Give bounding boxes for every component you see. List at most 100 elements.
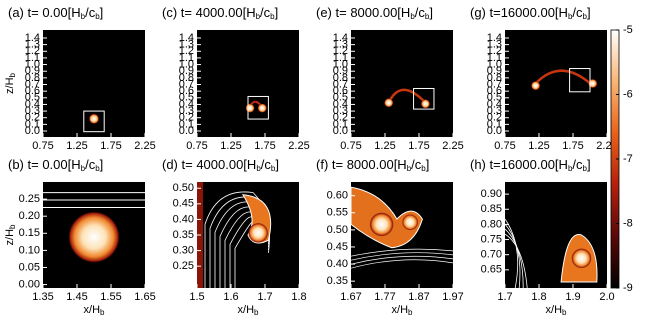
x-tick-label: 0.75 (32, 140, 53, 152)
subscript: b (408, 308, 413, 317)
subscript: b (8, 72, 17, 77)
text-part: ] (275, 5, 279, 20)
y-axis-label: z/Hb (4, 224, 17, 246)
text-part: z/H (4, 77, 16, 94)
y-tick-label: 0.3 (487, 105, 502, 117)
y-tick-label: 0.40 (327, 258, 348, 270)
text-part: ] (429, 5, 433, 20)
panel-title: (g) t=16000.00[Hb/cb] (470, 5, 591, 21)
subscript: b (270, 12, 275, 21)
x-tick-label: 1.75 (254, 140, 275, 152)
y-tick-label: 0.30 (173, 244, 194, 256)
panel-title: (b) t= 0.00[Hb/cb] (8, 157, 103, 173)
contour (351, 255, 453, 265)
y-tick-label: 0.05 (19, 261, 40, 273)
y-tick-label: 0.5 (25, 92, 40, 104)
text-part: /c (572, 5, 583, 20)
y-tick-label: 0.5 (179, 92, 194, 104)
blob (245, 103, 255, 113)
y-tick-label: 0.6 (333, 85, 348, 97)
blob (420, 99, 430, 109)
text-part: /c (85, 157, 96, 172)
contour (351, 252, 453, 261)
y-tick-label: 0.80 (481, 218, 502, 230)
x-tick-label: 1.7 (497, 291, 512, 303)
y-tick-label: 0.2 (25, 112, 40, 124)
x-tick-label: 1.45 (66, 291, 87, 303)
blob (384, 98, 394, 108)
panel-title: (f) t= 8000.00[Hb/cb] (316, 157, 429, 173)
text-part: z/H (4, 229, 16, 246)
y-tick-label: 0.35 (327, 275, 348, 287)
blob (89, 113, 99, 124)
y-tick-label: 0.50 (173, 182, 194, 194)
y-axis-label: z/Hb (4, 72, 17, 94)
text-part: (e) t= 8000.00[H (316, 5, 410, 20)
x-tick-label: 1.65 (134, 291, 155, 303)
subscript: b (410, 12, 415, 21)
filament (388, 88, 427, 104)
text-part: (b) t= 0.00[H (8, 157, 81, 172)
y-tick-label: 0.25 (173, 260, 194, 272)
plot-area (197, 30, 299, 137)
image-layer (351, 186, 453, 269)
y-tick-label: 0.6 (179, 85, 194, 97)
y-tick-label: 0.0 (179, 125, 194, 137)
x-tick-label: 2.0 (599, 291, 614, 303)
subscript: b (256, 12, 261, 21)
y-tick-label: 0.50 (327, 224, 348, 236)
y-tick-label: 0.9 (333, 65, 348, 77)
y-tick-label: 1.2 (25, 45, 40, 57)
text-part: ] (275, 157, 279, 172)
text-part: ] (426, 157, 430, 172)
y-tick-label: 0.9 (487, 65, 502, 77)
contour (505, 228, 524, 288)
subscript: b (271, 164, 276, 173)
y-tick-label: 0.65 (481, 264, 502, 276)
y-tick-label: 0.3 (25, 105, 40, 117)
x-tick-label: 1.8 (531, 291, 546, 303)
y-tick-label: 0.4 (179, 98, 194, 110)
y-tick-label: 1.2 (333, 45, 348, 57)
y-tick-label: 0.55 (327, 207, 348, 219)
y-tick-label: 0.3 (333, 105, 348, 117)
y-tick-label: 0.0 (25, 125, 40, 137)
text-part: (d) t= 4000.00[H (162, 157, 256, 172)
colorbar-tick-label: -8 (623, 217, 633, 229)
text-part: /c (415, 5, 426, 20)
x-axis-label: x/Hb (238, 304, 260, 317)
contour (351, 248, 453, 257)
text-part: x/H (546, 304, 563, 316)
y-tick-label: 1.3 (333, 39, 348, 51)
zoom-box (83, 110, 105, 133)
image-layer (43, 192, 145, 264)
text-part: /c (260, 5, 271, 20)
x-tick-label: 1.75 (408, 140, 429, 152)
subscript: b (583, 12, 588, 21)
subscript: b (583, 164, 588, 173)
panel-title: (d) t= 4000.00[Hb/cb] (162, 157, 279, 173)
y-tick-label: 0.60 (327, 190, 348, 202)
y-tick-label: 0.7 (333, 78, 348, 90)
subscript: b (407, 164, 412, 173)
y-tick-label: 1.3 (25, 39, 40, 51)
panel-title: (c) t= 4000.00[Hb/cb] (162, 5, 278, 21)
y-tick-label: 1.1 (25, 52, 40, 64)
y-tick-label: 0.1 (25, 118, 40, 130)
y-tick-label: 0.5 (487, 92, 502, 104)
y-tick-label: 0.20 (19, 210, 40, 222)
blob (402, 214, 419, 231)
subscript: b (425, 12, 430, 21)
y-tick-label: 0.75 (481, 233, 502, 245)
x-tick-label: 1.7 (257, 291, 272, 303)
colorbar-tick-label: -6 (623, 88, 633, 100)
y-tick-label: 0.7 (179, 78, 194, 90)
contour (505, 233, 528, 288)
y-tick-label: 1.4 (333, 32, 348, 44)
y-tick-label: 1.0 (179, 58, 194, 70)
y-tick-label: 0.15 (19, 227, 40, 239)
x-tick-label: 2.25 (134, 140, 155, 152)
y-tick-label: 1.3 (179, 39, 194, 51)
x-tick-label: 1.6 (223, 291, 238, 303)
